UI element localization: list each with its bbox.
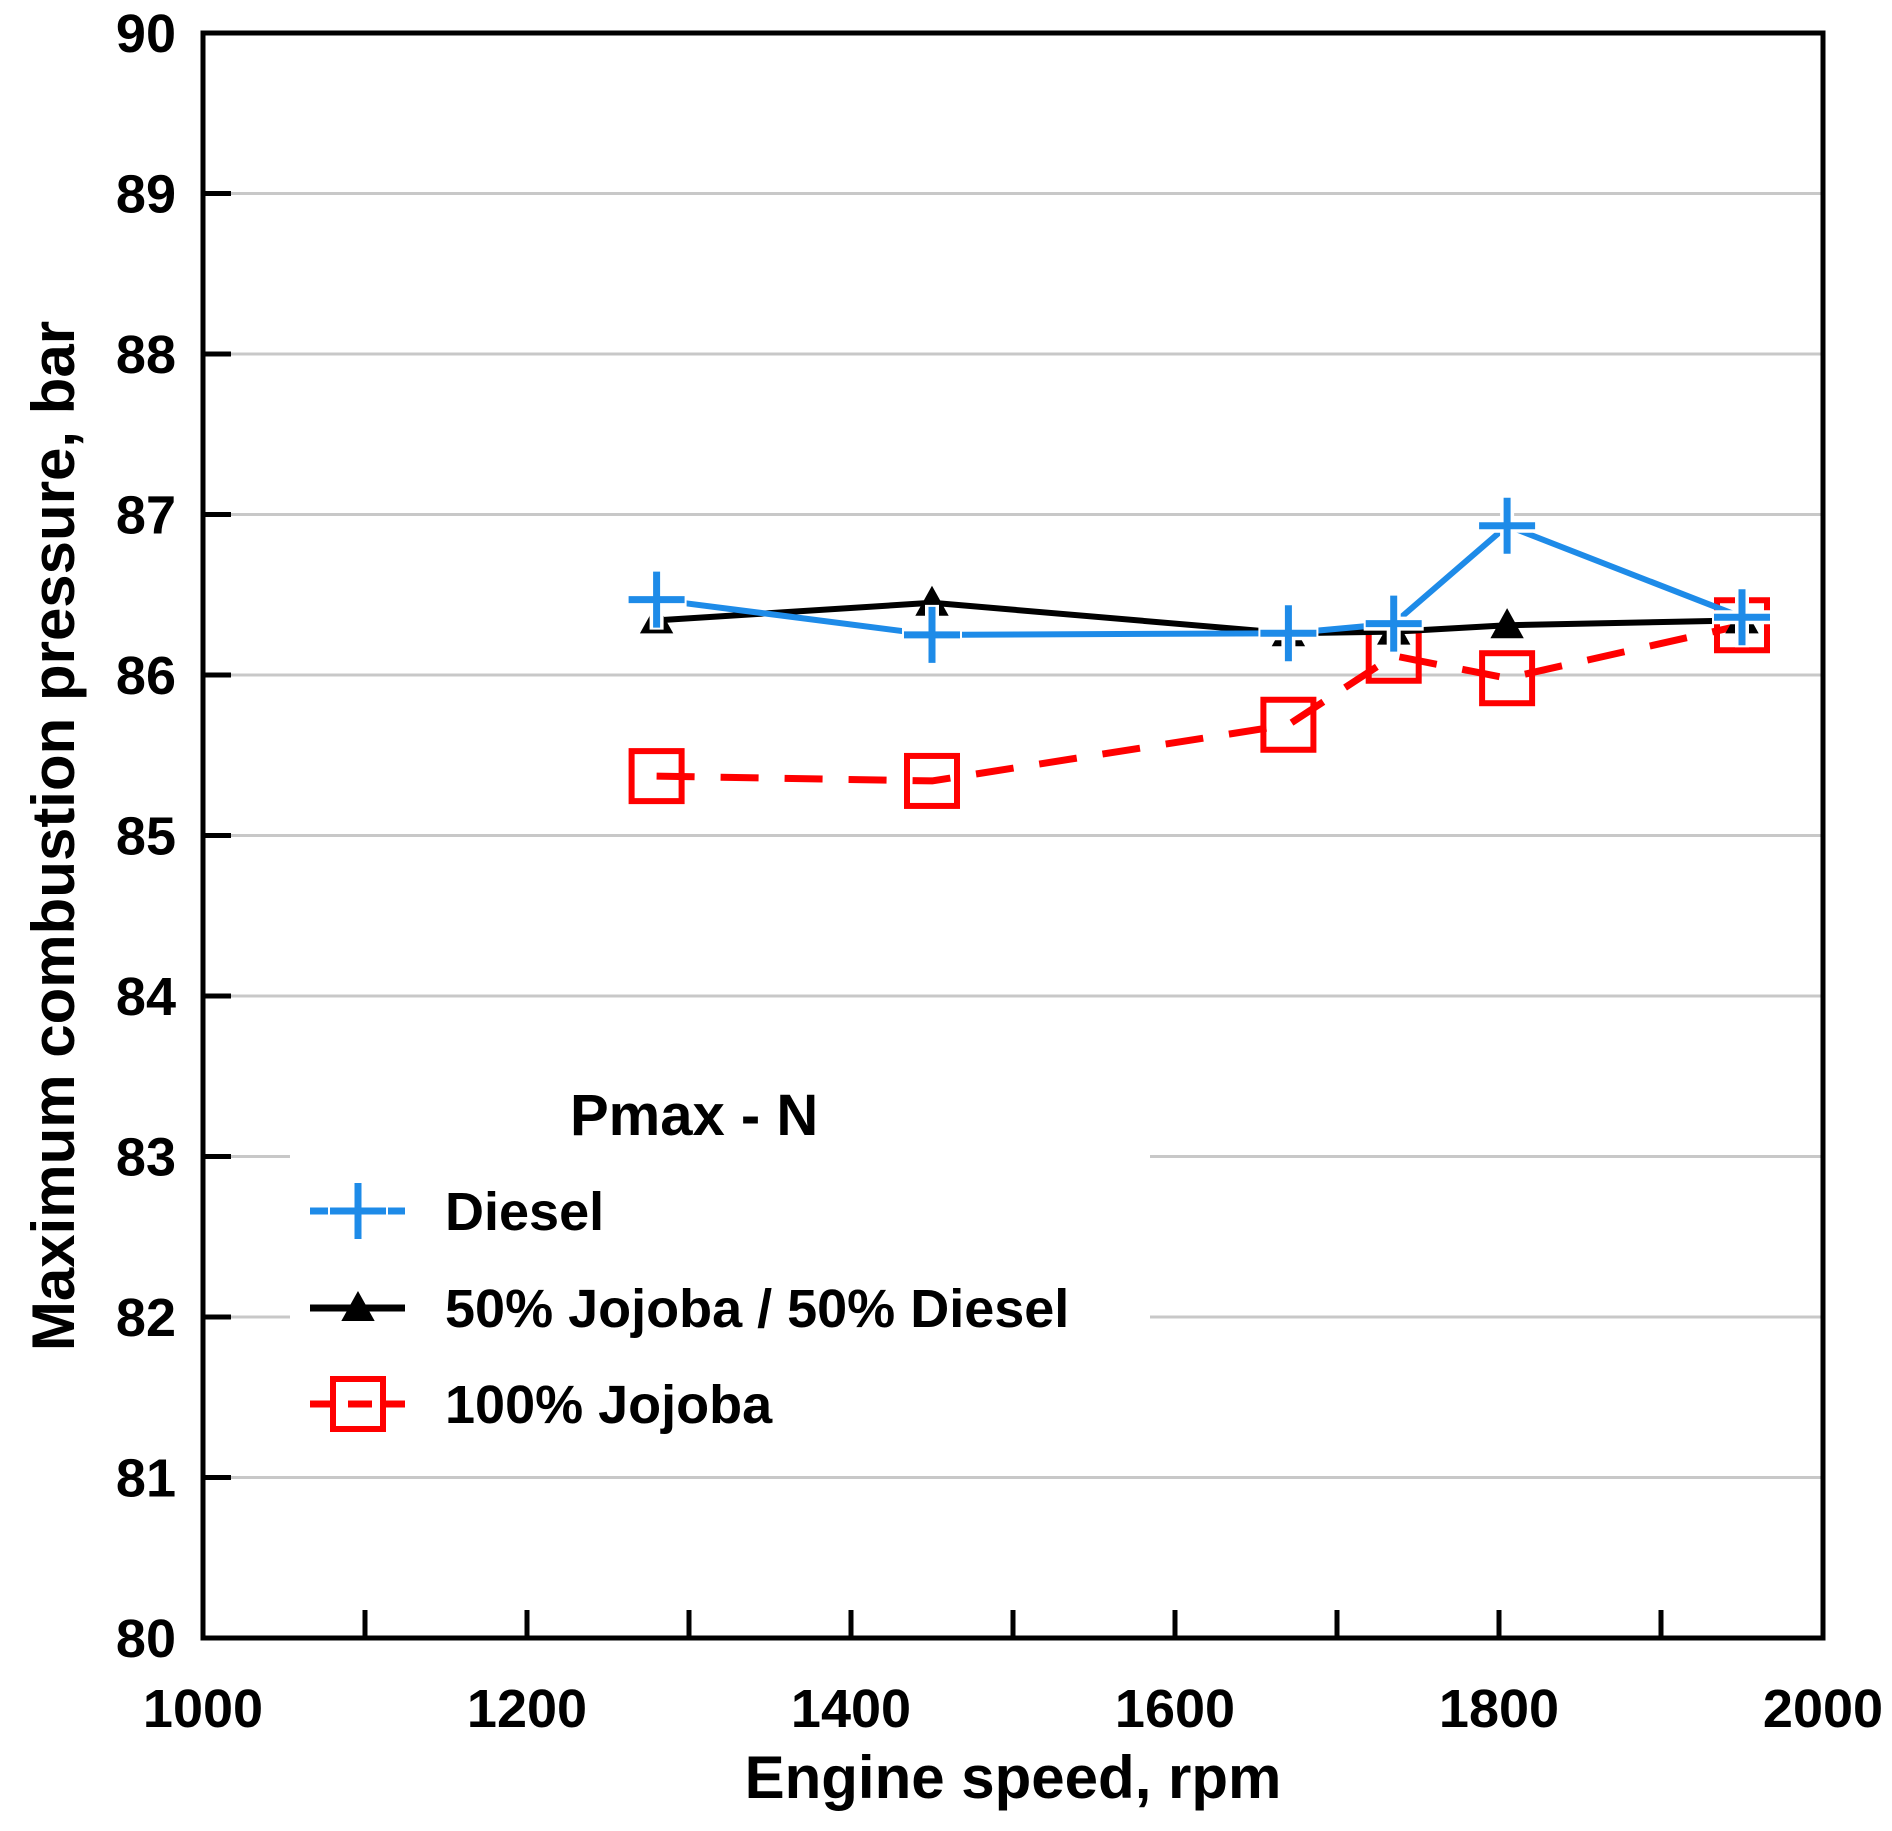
legend-background-layer: [290, 1080, 1150, 1440]
x-tick-label-2000: 2000: [1763, 1679, 1883, 1739]
series-line-0: [656, 522, 1744, 638]
legend-label-2: 100% Jojoba: [445, 1375, 773, 1435]
y-tick-label-82: 82: [116, 1288, 176, 1348]
series-0: [626, 495, 1772, 665]
series-2-point-2: [1260, 696, 1317, 753]
series-0-point-3: [1363, 593, 1424, 654]
y-axis-title: Maximum combustion pressure, bar: [20, 321, 87, 1351]
legend-background: [290, 1080, 1150, 1440]
y-tick-label-81: 81: [116, 1449, 176, 1509]
series-2-point-0: [628, 748, 685, 805]
legend-title: Pmax - N: [570, 1083, 818, 1148]
x-tick-label-1800: 1800: [1439, 1679, 1559, 1739]
legend: Pmax - N Diesel 50% Jojoba / 50% Diesel 100…: [310, 1083, 1069, 1435]
series-layer: [626, 495, 1772, 809]
legend-marker-1: [341, 1290, 375, 1321]
series-0-point-2: [1258, 603, 1319, 664]
legend-label-0: Diesel: [445, 1182, 604, 1242]
x-tick-label-1000: 1000: [143, 1679, 263, 1739]
legend-entry-0: Diesel: [310, 1181, 604, 1242]
x-tick-label-1600: 1600: [1115, 1679, 1235, 1739]
y-tick-label-88: 88: [116, 325, 176, 385]
series-2-point-4: [1479, 650, 1536, 707]
y-tick-label-90: 90: [116, 4, 176, 64]
series-0-point-0: [626, 569, 687, 630]
y-tick-label-89: 89: [116, 165, 176, 225]
x-tick-label-1200: 1200: [467, 1679, 587, 1739]
series-line-2: [656, 621, 1743, 785]
legend-label-1: 50% Jojoba / 50% Diesel: [445, 1279, 1069, 1339]
x-axis-title: Engine speed, rpm: [745, 1744, 1282, 1811]
legend-marker-2: [330, 1376, 386, 1432]
y-tick-label-86: 86: [116, 646, 176, 706]
y-tick-label-85: 85: [116, 807, 176, 867]
y-tick-label-84: 84: [116, 967, 176, 1027]
legend-marker-0: [328, 1181, 388, 1241]
series-0-point-4: [1477, 495, 1538, 556]
series-0-point-1: [902, 604, 962, 665]
legend-entry-1: 50% Jojoba / 50% Diesel: [310, 1279, 1069, 1339]
series-1-point-4: [1490, 608, 1524, 639]
y-tick-label-80: 80: [116, 1609, 176, 1669]
y-tick-label-87: 87: [116, 486, 176, 546]
tick-layer: 1000 1200 1400 1600 1800 2000 80 81 82 83 84 85 86 87…: [116, 4, 1883, 1739]
legend-entry-2: 100% Jojoba: [310, 1375, 773, 1435]
y-tick-label-83: 83: [116, 1128, 176, 1188]
series-0-point-5: [1712, 587, 1772, 648]
series-line-1: [656, 599, 1743, 637]
x-tick-label-1400: 1400: [791, 1679, 911, 1739]
series-2-point-1: [904, 752, 960, 809]
